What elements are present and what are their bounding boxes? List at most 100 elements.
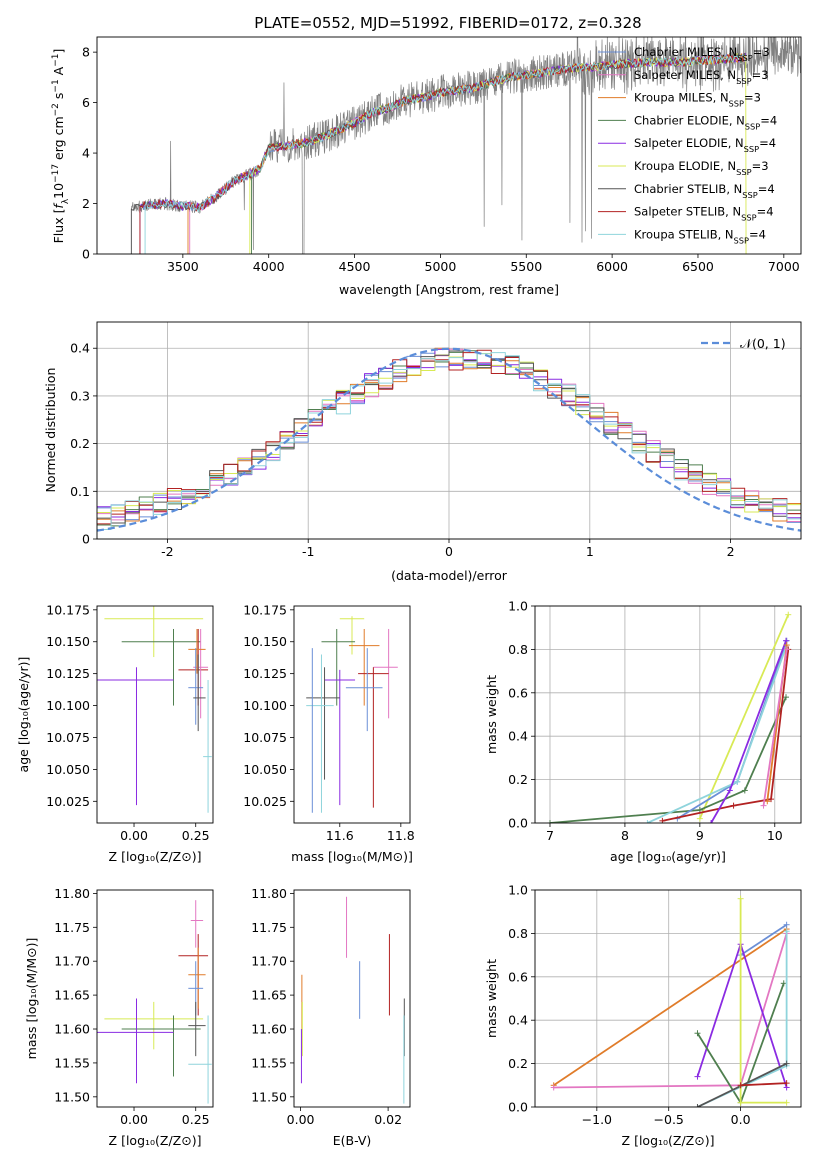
- axes-frame: [96, 36, 802, 255]
- y-tick-label: 10.025: [243, 794, 287, 809]
- y-tick-label: 10.050: [243, 762, 287, 777]
- x-tick-label: 7: [546, 828, 554, 843]
- gaussian-curve: [97, 347, 801, 532]
- x-tick-label: 3500: [167, 259, 199, 274]
- x-axis-label: age [log₁₀(age/yr)]: [610, 849, 726, 864]
- x-tick-label: -1: [302, 544, 314, 559]
- y-tick-label: 11.65: [251, 988, 287, 1003]
- x-tick-label: 0.00: [120, 1112, 148, 1127]
- y-tick-label: 0.8: [508, 926, 528, 941]
- chart-layer: 3500 4000 4500 5000 5500 6000 6500 7000 0 2 4 6 8 wav…: [16, 36, 802, 1148]
- legend-label: Chabrier STELIB, NSSP=4: [634, 182, 775, 200]
- y-tick-label: 1.0: [508, 599, 528, 614]
- y-tick-label: 11.65: [54, 988, 90, 1003]
- plot-area-age_vs_mass: [306, 616, 398, 813]
- plot-area-mass_vs_z: [97, 900, 212, 1104]
- y-tick-label: 10.125: [46, 666, 90, 681]
- y-tick-label: 10.175: [46, 602, 90, 617]
- y-tick-label: 0.2: [508, 772, 528, 787]
- y-axis-label: mass weight: [484, 675, 499, 754]
- y-tick-label: 10.100: [243, 698, 287, 713]
- y-tick-label: 11.70: [54, 954, 90, 969]
- x-axis-label: wavelength [Angstrom, rest frame]: [339, 282, 559, 297]
- x-tick-label: 6500: [682, 259, 714, 274]
- y-tick-label: 11.75: [251, 920, 287, 935]
- y-tick-label: 0: [82, 247, 90, 262]
- axes-mass_weight_vs_z: −1.0 −0.5 0.0 0.0 0.2 0.4 0.6 0.8 1.0 Z [log₁₀(Z/…: [484, 883, 802, 1148]
- y-tick-label: 11.60: [54, 1022, 90, 1037]
- model-line-kroupa_miles: [187, 53, 747, 254]
- y-tick-label: 0: [82, 532, 90, 547]
- axes-age_vs_z: 0.00 0.25 10.025 10.050 10.075 10.100 10.125 10…: [16, 602, 214, 864]
- x-tick-label: 11.6: [326, 828, 354, 843]
- y-tick-label: 10.025: [46, 794, 90, 809]
- plot-area-mass_weight_vs_age: [546, 611, 792, 823]
- model-line-chabrier_elodie: [251, 53, 747, 254]
- x-axis-label: Z [log₁₀(Z/Z⊙)]: [109, 1133, 202, 1148]
- x-tick-label: 11.8: [387, 828, 415, 843]
- axes-age_vs_mass: 11.6 11.8 10.025 10.050 10.075 10.100 10.125 10…: [243, 602, 415, 864]
- y-tick-label: 10.100: [46, 698, 90, 713]
- x-tick-label: 5000: [425, 259, 457, 274]
- x-tick-label: 1: [586, 544, 594, 559]
- x-axis-label: Z [log₁₀(Z/Z⊙)]: [109, 849, 202, 864]
- x-tick-label: 0.02: [374, 1112, 402, 1127]
- x-tick-label: −1.0: [582, 1112, 612, 1127]
- weight-line-salpeter_miles: [553, 933, 788, 1089]
- axes-spectrum: 3500 4000 4500 5000 5500 6000 6500 7000 0 2 4 6 8 wav…: [51, 36, 802, 297]
- legend-label: Salpeter STELIB, NSSP=4: [634, 205, 774, 223]
- y-tick-label: 10.075: [46, 730, 90, 745]
- weight-line-chabrier_elodie: [549, 696, 787, 823]
- y-tick-label: 6: [82, 95, 90, 110]
- y-axis-label: Flux [fλ10−17 erg cm−2 s−1 A−1]: [51, 49, 71, 244]
- x-tick-label: 4500: [339, 259, 371, 274]
- y-tick-label: 10.175: [243, 602, 287, 617]
- legend-label: Kroupa STELIB, NSSP=4: [634, 227, 766, 245]
- x-axis-label: E(B-V): [333, 1133, 372, 1148]
- y-tick-label: 11.80: [251, 886, 287, 901]
- y-tick-label: 0.2: [508, 1056, 528, 1071]
- x-tick-label: 0.25: [182, 828, 210, 843]
- y-tick-label: 10.125: [243, 666, 287, 681]
- x-tick-label: 6000: [596, 259, 628, 274]
- model-line-salpeter_stelib: [139, 53, 747, 254]
- axes-mass_vs_z: 0.00 0.25 11.50 11.55 11.60 11.65 11.70 11.75 11…: [24, 886, 214, 1148]
- axes-mass_weight_vs_age: 7 8 9 10 0.0 0.2 0.4 0.6 0.8 1.0 age [log₁₀(age/yr…: [484, 599, 802, 864]
- x-tick-label: 0.00: [287, 1112, 315, 1127]
- x-tick-label: −0.5: [654, 1112, 684, 1127]
- axes-mass_vs_ebv: 0.00 0.02 11.50 11.55 11.60 11.65 11.70 11.75 11…: [251, 886, 411, 1148]
- weight-line-kroupa_elodie: [699, 614, 790, 820]
- x-tick-label: 2: [727, 544, 735, 559]
- y-tick-label: 0.6: [508, 969, 528, 984]
- x-tick-label: 4000: [253, 259, 285, 274]
- y-tick-label: 10.150: [46, 634, 90, 649]
- legend-label: 𝒩(0, 1): [740, 336, 786, 351]
- x-tick-label: 8: [621, 828, 629, 843]
- legend-label: Chabrier ELODIE, NSSP=4: [634, 113, 777, 131]
- plot-area-residuals: [97, 347, 801, 532]
- y-tick-label: 10.050: [46, 762, 90, 777]
- legend-label: Kroupa MILES, NSSP=3: [634, 91, 761, 109]
- legend-label: Salpeter MILES, NSSP=3: [634, 68, 769, 86]
- y-tick-label: 0.4: [508, 1013, 528, 1028]
- plot-area-spectrum: [130, 37, 801, 254]
- x-tick-label: 0.00: [120, 828, 148, 843]
- axes-frame: [293, 889, 411, 1108]
- x-tick-label: 0.0: [731, 1112, 751, 1127]
- y-tick-label: 0.4: [70, 341, 90, 356]
- x-axis-label: mass [log₁₀(M/M⊙)]: [291, 849, 413, 864]
- y-tick-label: 11.55: [251, 1055, 287, 1070]
- weight-line-salpeter_stelib: [740, 1082, 787, 1087]
- axes-frame: [534, 605, 802, 824]
- axes-frame: [96, 605, 214, 824]
- plot-area-mass_weight_vs_z: [550, 895, 790, 1107]
- axes-frame: [96, 321, 802, 540]
- y-tick-label: 0.2: [70, 436, 90, 451]
- x-tick-label: 0.25: [182, 1112, 210, 1127]
- weight-line-kroupa_miles: [553, 928, 788, 1087]
- legend: Chabrier MILES, NSSP=3 Salpeter MILES, NS…: [598, 45, 777, 245]
- y-tick-label: 11.75: [54, 920, 90, 935]
- model-line-kroupa_stelib: [144, 54, 746, 254]
- y-tick-label: 1.0: [508, 883, 528, 898]
